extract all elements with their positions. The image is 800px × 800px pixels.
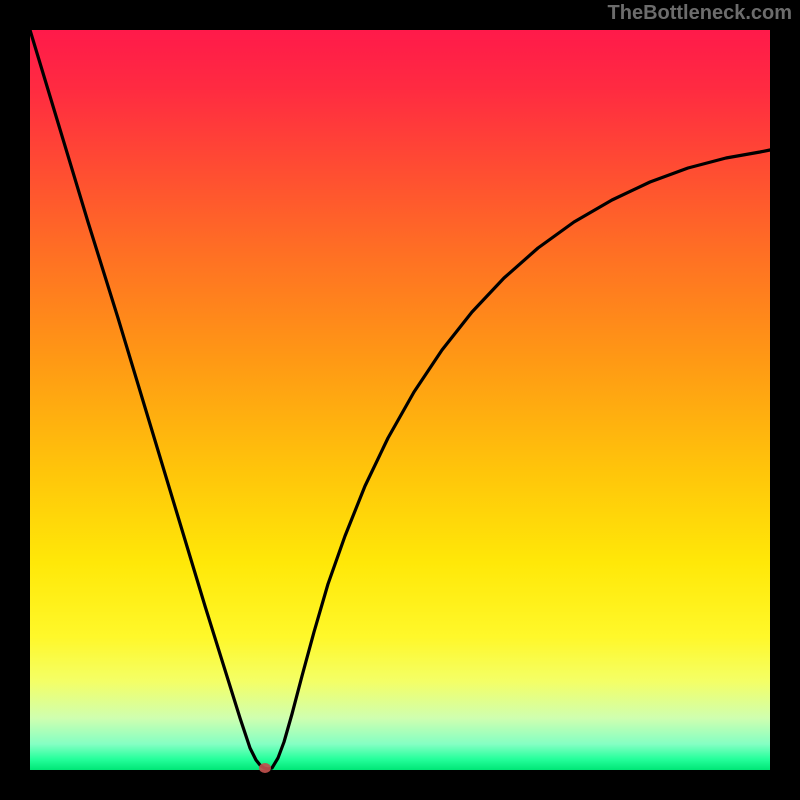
plot-background [30,30,770,770]
bottleneck-chart: TheBottleneck.com [0,0,800,800]
optimal-point-marker [259,763,271,773]
watermark-text: TheBottleneck.com [608,2,792,25]
chart-svg [0,0,800,800]
